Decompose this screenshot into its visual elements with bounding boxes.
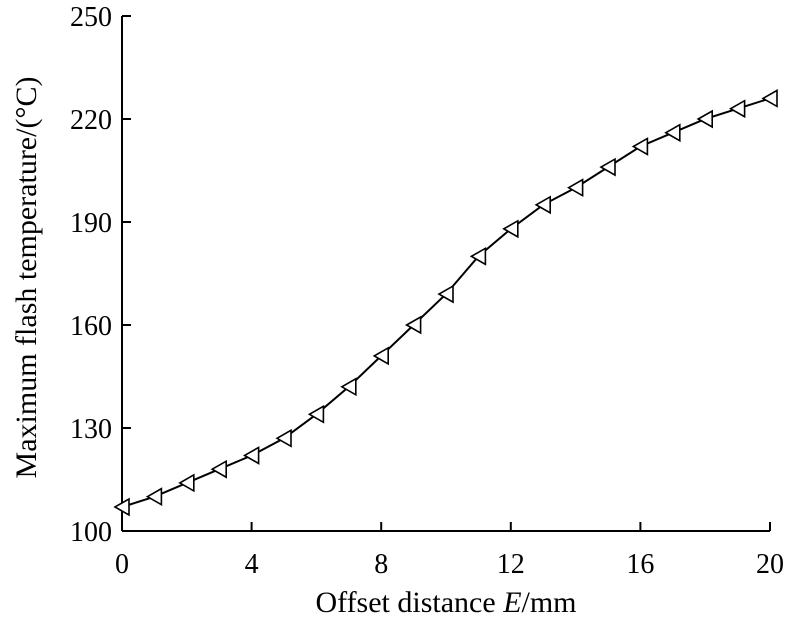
data-point-marker — [599, 157, 616, 177]
axes — [121, 16, 770, 532]
data-point-marker — [372, 346, 390, 366]
data-point-marker — [145, 487, 163, 507]
data-point-marker — [307, 404, 325, 424]
y-tick-label: 160 — [70, 311, 112, 342]
x-tick-label: 12 — [497, 549, 525, 580]
y-tick-label: 100 — [70, 517, 112, 548]
x-tick-label: 4 — [245, 549, 259, 580]
data-point-marker — [761, 89, 778, 108]
x-axis-title-variable: E — [502, 586, 521, 617]
data-point-marker — [113, 497, 130, 517]
data-point-marker — [502, 219, 519, 239]
data-point-marker — [242, 446, 260, 465]
data-point-marker — [631, 137, 649, 156]
data-point-marker — [469, 246, 487, 266]
x-axis-title-unit: /mm — [522, 586, 577, 617]
x-tick-label: 20 — [756, 549, 784, 580]
series-markers — [113, 89, 778, 517]
x-tick-label: 16 — [626, 549, 654, 580]
y-tick-label: 190 — [70, 208, 112, 239]
x-axis-title-prefix: Offset distance — [315, 586, 503, 617]
x-tick-label: 8 — [374, 549, 388, 580]
y-axis-title: Maximum flash temperature/(°C) — [10, 77, 43, 479]
data-point-marker — [534, 195, 552, 215]
data-point-marker — [696, 109, 714, 129]
data-point-marker — [728, 99, 746, 119]
x-axis-title: Offset distance E/mm — [315, 586, 576, 617]
data-point-marker — [664, 123, 681, 143]
data-point-marker — [210, 459, 227, 479]
x-tick-label: 0 — [115, 549, 129, 580]
y-tick-label: 250 — [70, 2, 112, 33]
data-point-marker — [404, 315, 422, 335]
data-point-marker — [340, 377, 357, 397]
x-ticks: 0 4 8 12 16 20 — [115, 522, 784, 580]
data-point-marker — [437, 284, 454, 304]
data-point-marker — [566, 178, 584, 198]
y-tick-label: 130 — [70, 414, 112, 445]
data-point-marker — [275, 428, 292, 448]
y-tick-label: 220 — [70, 105, 112, 136]
series-line — [121, 97, 771, 508]
plot-area — [113, 89, 778, 517]
data-point-marker — [178, 473, 195, 493]
y-ticks: 100 130 160 190 220 250 — [70, 2, 131, 548]
